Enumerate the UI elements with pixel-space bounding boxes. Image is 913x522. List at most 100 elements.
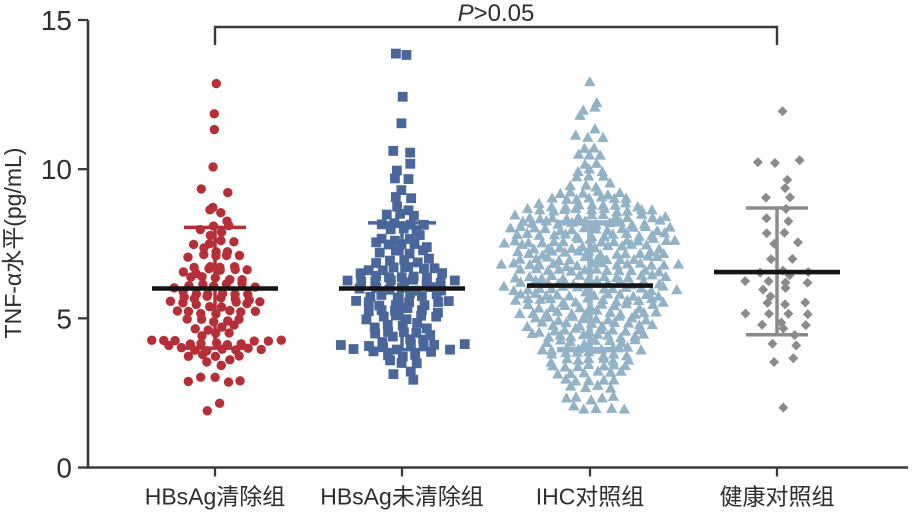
data-point-diamond — [802, 309, 813, 320]
data-point-square — [418, 340, 429, 351]
data-point-triangle — [620, 192, 632, 203]
data-point-triangle — [574, 302, 586, 313]
data-point-square — [429, 339, 440, 350]
data-point-triangle — [521, 320, 533, 331]
data-point-triangle — [521, 227, 533, 238]
data-point-circle — [249, 336, 259, 346]
data-point-triangle — [558, 203, 571, 215]
data-point-triangle — [545, 283, 558, 294]
data-point-square — [398, 223, 409, 234]
data-point-square — [390, 300, 401, 311]
data-point-triangle — [536, 316, 548, 327]
data-point-square — [408, 374, 419, 385]
data-point-triangle — [514, 288, 527, 299]
data-point-triangle — [588, 142, 600, 153]
data-point-square — [449, 275, 460, 286]
data-point-square — [364, 341, 374, 351]
data-point-square — [376, 290, 387, 300]
data-point-square — [411, 358, 422, 369]
data-point-circle — [242, 265, 252, 275]
data-point-triangle — [618, 403, 630, 414]
data-point-triangle — [498, 237, 510, 248]
data-point-triangle — [640, 288, 653, 300]
data-point-triangle — [546, 301, 558, 312]
data-point-triangle — [523, 247, 535, 259]
data-point-diamond — [740, 276, 751, 287]
data-point-triangle — [608, 348, 620, 359]
data-point-triangle — [573, 269, 586, 280]
data-point-triangle — [657, 280, 669, 291]
data-point-square — [396, 185, 407, 196]
data-point-triangle — [514, 276, 527, 287]
y-tick-label: 0 — [56, 453, 72, 484]
data-point-triangle — [522, 292, 534, 304]
data-point-square — [416, 310, 427, 321]
data-point-triangle — [566, 310, 579, 321]
data-point-square — [377, 265, 388, 276]
data-point-diamond — [778, 402, 789, 413]
data-point-circle — [237, 278, 247, 288]
data-point-square — [429, 263, 440, 274]
data-point-triangle — [540, 215, 552, 226]
data-point-triangle — [621, 205, 634, 216]
data-point-triangle — [602, 288, 614, 299]
data-point-triangle — [546, 360, 559, 371]
data-point-square — [410, 349, 421, 360]
data-point-triangle — [640, 314, 652, 325]
data-point-square — [385, 275, 396, 286]
data-point-triangle — [577, 312, 589, 323]
data-point-triangle — [514, 253, 526, 264]
data-point-triangle — [534, 204, 546, 215]
significance-bracket — [213, 25, 779, 45]
data-point-circle — [216, 293, 226, 303]
data-point-square — [431, 311, 442, 322]
data-point-circle — [230, 264, 240, 275]
data-point-square — [388, 262, 399, 273]
data-point-square — [397, 91, 408, 102]
y-tick-label: 10 — [41, 154, 72, 185]
x-axis-group-label: 健康对照组 — [720, 484, 835, 510]
data-point-triangle — [546, 212, 559, 223]
data-point-circle — [214, 398, 225, 409]
data-point-triangle — [585, 394, 597, 405]
data-point-triangle — [529, 287, 541, 298]
data-point-square — [387, 331, 398, 342]
data-point-triangle — [560, 261, 573, 272]
data-point-square — [405, 219, 416, 230]
data-point-diamond — [763, 276, 774, 287]
data-point-square — [409, 239, 420, 249]
data-point-square — [406, 338, 416, 349]
data-point-circle — [229, 320, 239, 330]
data-point-triangle — [523, 270, 536, 282]
data-point-triangle — [637, 275, 650, 286]
data-point-square — [443, 296, 454, 306]
data-point-diamond — [761, 228, 772, 239]
data-point-square — [396, 358, 407, 368]
p-value-label: P>0.05 — [458, 0, 535, 27]
data-point-square — [361, 314, 372, 325]
data-point-triangle — [646, 212, 659, 223]
data-point-square — [405, 366, 416, 377]
data-point-triangle — [598, 374, 610, 385]
data-point-diamond — [766, 254, 777, 265]
data-point-triangle — [659, 210, 672, 222]
data-point-square — [383, 239, 394, 250]
data-point-triangle — [577, 328, 590, 340]
data-point-triangle — [647, 232, 659, 243]
data-point-triangle — [645, 284, 657, 296]
data-point-square — [335, 340, 346, 350]
data-point-triangle — [534, 282, 546, 294]
data-point-triangle — [672, 258, 685, 269]
data-point-triangle — [619, 197, 632, 208]
data-point-triangle — [522, 298, 534, 310]
data-point-square — [397, 351, 408, 362]
data-point-triangle — [608, 300, 621, 311]
data-point-square — [363, 265, 374, 276]
data-point-square — [378, 342, 389, 353]
data-point-circle — [197, 331, 207, 341]
data-point-circle — [197, 271, 207, 282]
data-point-triangle — [586, 199, 598, 210]
data-point-triangle — [652, 290, 665, 301]
data-point-square — [363, 297, 374, 307]
data-point-circle — [217, 322, 227, 332]
